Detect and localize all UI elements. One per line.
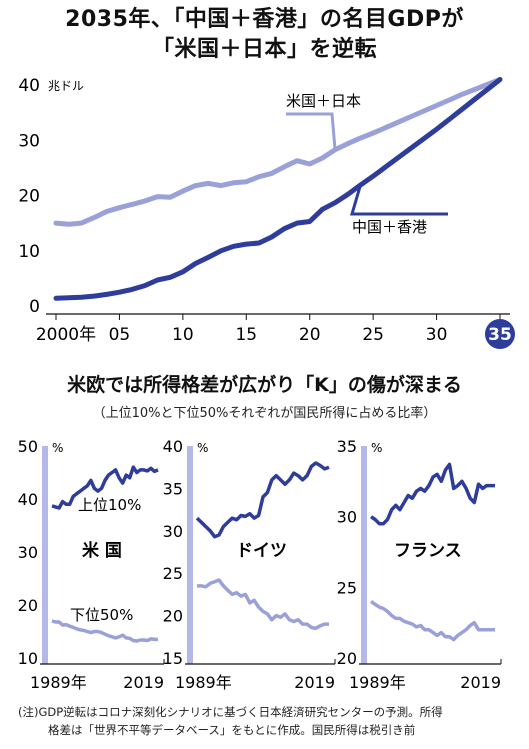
y-tick-label: 35 <box>337 437 357 456</box>
series-line <box>370 462 495 526</box>
highlight-circle <box>485 319 515 349</box>
y-tick-label: 30 <box>163 522 183 541</box>
x-tick-label: 20 <box>299 325 321 345</box>
y-unit-label: % <box>52 441 63 455</box>
x-tick-label: 1989年 <box>30 673 87 692</box>
y-axis-bar <box>42 446 48 664</box>
y-tick-label: 25 <box>163 564 183 583</box>
series-line <box>53 77 503 301</box>
series-leader-line <box>349 184 448 216</box>
series-label: 米国＋日本 <box>286 92 361 110</box>
y-tick-label: 20 <box>337 649 357 668</box>
y-tick-label: 30 <box>337 508 357 527</box>
section-title: 米欧では所得格差が広がり「K」の傷が深まる <box>67 374 462 396</box>
footnote-line2: 格差は「世界不平等データベース」をもとに作成。国民所得は税引き前 <box>48 723 416 737</box>
y-tick-label: 20 <box>18 187 40 207</box>
x-tick-label: 2000年 <box>36 325 96 345</box>
gdp-line-chart: 0 10 20 30 40 兆ドル 2000年 05 10 15 20 25 30 35 米国＋日本中国＋香… <box>18 76 515 349</box>
y-tick-label: 10 <box>18 649 38 668</box>
y-tick-label: 40 <box>18 490 38 509</box>
panel-title: ドイツ <box>236 541 287 561</box>
series-line <box>51 619 158 643</box>
series-line <box>53 77 503 227</box>
x-tick-label: 30 <box>426 325 448 345</box>
y-tick-label: 0 <box>29 297 40 317</box>
x-tick-label: 15 <box>235 325 257 345</box>
series-line <box>197 578 329 631</box>
y-tick-label: 10 <box>18 242 40 262</box>
x-tick-label: 2019 <box>294 673 335 692</box>
x-tick-label: 2019 <box>460 673 501 692</box>
y-tick-label: 25 <box>337 578 357 597</box>
series-line <box>51 465 159 510</box>
chart-title-line1: 2035年、「中国＋香港」の名目GDPが <box>65 7 464 32</box>
y-unit-label: 兆ドル <box>48 79 84 93</box>
series-label: 下位50% <box>70 606 133 624</box>
y-axis-bar <box>361 446 367 664</box>
x-tick-label: 25 <box>362 325 384 345</box>
x-tick-label: 35 <box>488 325 512 345</box>
y-tick-label: 20 <box>18 596 38 615</box>
y-unit-label: % <box>197 441 208 455</box>
y-unit-label: % <box>371 441 382 455</box>
panel-title: フランス <box>394 541 462 561</box>
series-line <box>370 600 495 642</box>
x-tick-label: 1989年 <box>349 673 406 692</box>
x-tick-label: 2019 <box>123 673 164 692</box>
series-line <box>195 461 330 539</box>
y-tick-label: 40 <box>18 76 40 96</box>
section-subtitle: （上位10%と下位50%それぞれが国民所得に占める比率） <box>92 406 437 421</box>
y-tick-label: 15 <box>163 649 183 668</box>
y-tick-label: 20 <box>163 607 183 626</box>
y-tick-label: 35 <box>163 479 183 498</box>
y-tick-label: 50 <box>18 437 38 456</box>
x-tick-label: 10 <box>172 325 194 345</box>
series-leader-line <box>286 112 337 150</box>
y-axis-bar <box>187 446 193 664</box>
y-tick-label: 40 <box>163 437 183 456</box>
series-label: 中国＋香港 <box>352 218 427 236</box>
y-tick-label: 30 <box>18 131 40 151</box>
chart-title-line2: 「米国＋日本」を逆転 <box>151 37 377 62</box>
series-label: 上位10% <box>78 496 141 514</box>
panel-title: 米 国 <box>82 540 122 561</box>
y-tick-label: 30 <box>18 543 38 562</box>
x-tick-label: 1989年 <box>175 673 232 692</box>
footnote-line1: (注)GDP逆転はコロナ深刻化シナリオに基づく日本経済研究センターの予測。所得 <box>18 705 443 719</box>
x-tick-label: 05 <box>109 325 131 345</box>
income-share-panels: 10 20 30 40 50 % 1989年 2019 米 国 上位10% 下位50% 15 20 25 3… <box>18 437 502 692</box>
